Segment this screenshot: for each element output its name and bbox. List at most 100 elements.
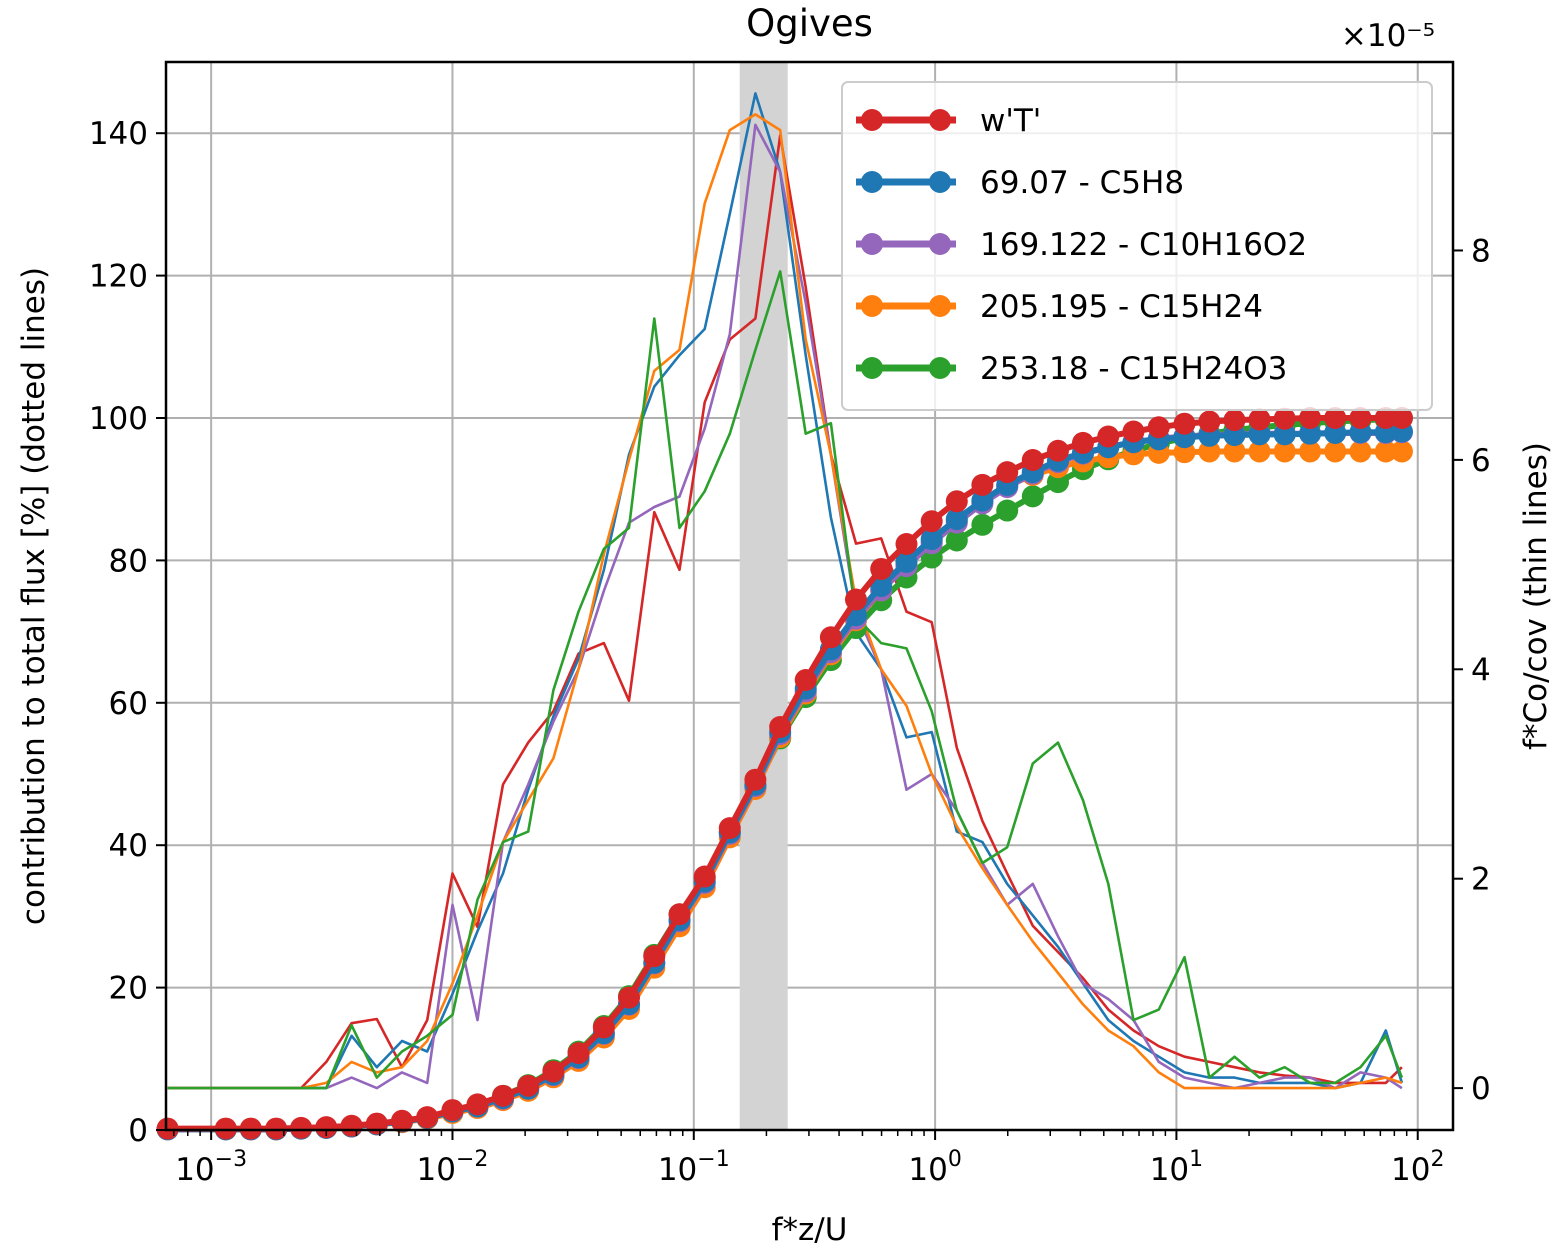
legend-marker xyxy=(929,171,951,193)
x-tick-label: 101 xyxy=(1150,1147,1203,1188)
ogive-point xyxy=(668,903,691,926)
ogive-point xyxy=(1324,440,1347,463)
ogive-point xyxy=(945,490,968,513)
ogive-point xyxy=(315,1116,338,1139)
ogive-point xyxy=(895,533,918,556)
legend-marker xyxy=(929,233,951,255)
x-tick-label: 100 xyxy=(908,1147,961,1188)
y-tick-label: 140 xyxy=(89,116,148,152)
x-axis-label: f*z/U xyxy=(772,1212,848,1248)
ogive-point xyxy=(1223,409,1246,432)
ogive-point xyxy=(718,817,741,840)
ogive-point xyxy=(1248,408,1271,431)
ogive-point xyxy=(1299,440,1322,463)
ogive-point xyxy=(945,508,968,531)
y2-tick-label: 8 xyxy=(1471,233,1491,269)
ogive-point xyxy=(466,1093,489,1116)
legend-marker xyxy=(861,357,883,379)
axes: 10−3 10−2 10−1 100 101 102 0 20 40 60 80 100 120 140 0… xyxy=(89,116,1491,1188)
legend: w'T' 69.07 - C5H8 169.122 - C10H16O2 205.19… xyxy=(841,81,1433,411)
ogive-point xyxy=(1198,410,1221,433)
ogive-point xyxy=(920,510,943,533)
y-tick-label: 20 xyxy=(109,971,148,1007)
legend-label: 205.195 - C15H24 xyxy=(980,289,1263,325)
ogive-point xyxy=(1223,440,1246,463)
ogive-point xyxy=(1097,425,1120,448)
x-tick-label: 10−1 xyxy=(658,1147,730,1188)
ogive-point xyxy=(492,1084,515,1107)
ogive-point xyxy=(1021,485,1044,508)
legend-marker xyxy=(861,171,883,193)
ogive-point xyxy=(1021,449,1044,472)
ogive-point xyxy=(239,1117,262,1140)
ogive-point xyxy=(1147,416,1170,439)
legend-item: w'T' xyxy=(856,103,1041,139)
ogive-point xyxy=(971,513,994,536)
ogive-point xyxy=(592,1016,615,1039)
legend-label: 253.18 - C15H24O3 xyxy=(980,351,1287,387)
ogive-point xyxy=(1122,420,1145,443)
y2-tick-label: 4 xyxy=(1471,652,1491,688)
ogive-point xyxy=(945,529,968,552)
ogive-point xyxy=(1349,407,1372,429)
cospectrum-line xyxy=(167,113,1403,1090)
ogive-point xyxy=(517,1074,540,1097)
ogive-point xyxy=(1071,431,1094,454)
ogive-point xyxy=(1390,440,1413,463)
legend-marker xyxy=(929,357,951,379)
ogive-point xyxy=(769,716,792,739)
ogive-point xyxy=(920,528,943,551)
x-tick-label: 10−3 xyxy=(175,1147,247,1188)
ogive-point xyxy=(365,1112,388,1135)
y-tick-label: 100 xyxy=(89,401,148,437)
ogive-point xyxy=(870,557,893,580)
x-tick-label: 10−2 xyxy=(417,1147,489,1188)
ogive-point xyxy=(1299,407,1322,429)
ogive-point xyxy=(744,768,767,791)
ogive-point xyxy=(1248,440,1271,463)
ogive-point xyxy=(1374,407,1397,429)
cospectrum-line xyxy=(167,123,1403,1090)
ogive-point xyxy=(340,1114,363,1137)
ogive-point xyxy=(693,865,716,888)
ogive-point xyxy=(643,945,666,968)
y2-tick-label: 0 xyxy=(1471,1071,1491,1107)
cospectrum-lines xyxy=(167,92,1404,1090)
legend-box xyxy=(841,81,1433,411)
legend-marker xyxy=(861,295,883,317)
ogive-point xyxy=(416,1106,439,1129)
ogive-point xyxy=(1273,440,1296,463)
ogive-point xyxy=(794,669,817,692)
legend-marker xyxy=(861,233,883,255)
ogive-point xyxy=(971,489,994,512)
highlight-band-rect xyxy=(739,62,788,1130)
ogive-point xyxy=(290,1116,313,1139)
chart-title: Ogives xyxy=(746,2,873,45)
ogive-point xyxy=(1299,422,1322,445)
legend-label: w'T' xyxy=(980,103,1041,139)
y2-multiplier: ×10⁻⁵ xyxy=(1341,18,1435,54)
ogive-point xyxy=(265,1117,288,1140)
ogive-point xyxy=(1273,423,1296,446)
x-tick-label: 102 xyxy=(1391,1147,1444,1188)
ogive-point xyxy=(1374,440,1397,463)
ogive-point xyxy=(441,1099,464,1122)
y-tick-label: 60 xyxy=(109,686,148,722)
ogive-point xyxy=(391,1109,414,1132)
y-tick-label: 120 xyxy=(89,259,148,295)
legend-item: 205.195 - C15H24 xyxy=(856,289,1263,325)
y2-tick-label: 2 xyxy=(1471,862,1491,898)
ogive-series xyxy=(156,407,1413,1140)
legend-marker xyxy=(929,295,951,317)
ogive-point xyxy=(542,1060,565,1083)
ogive-point xyxy=(996,499,1019,522)
ogive-point xyxy=(214,1117,237,1140)
ogive-point xyxy=(1324,407,1347,429)
y-tick-label: 40 xyxy=(109,828,148,864)
ogive-point xyxy=(1046,439,1069,462)
ogive-point xyxy=(618,986,641,1009)
y2-tick-label: 6 xyxy=(1471,443,1491,479)
cospectrum-line xyxy=(167,270,1404,1090)
legend-marker xyxy=(861,109,883,131)
